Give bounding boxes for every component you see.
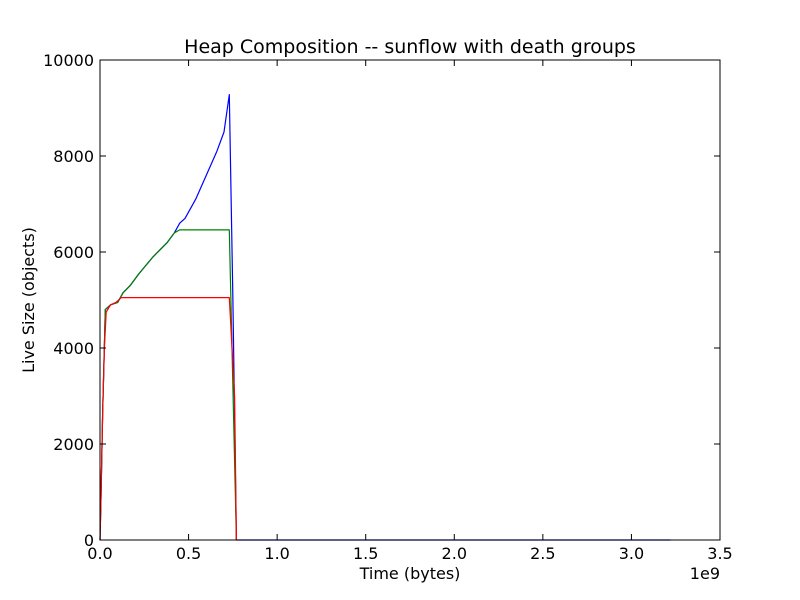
x-tick-label: 1.5 [353, 544, 378, 563]
x-tick-label: 2.0 [442, 544, 467, 563]
y-tick-label: 8000 [53, 147, 94, 166]
x-tick-label: 3.5 [707, 544, 732, 563]
x-tick-label: 0.0 [87, 544, 112, 563]
chart-title: Heap Composition -- sunflow with death g… [184, 36, 636, 58]
x-tick-label: 3.0 [619, 544, 644, 563]
series-line-2 [99, 229, 237, 541]
tick-layer: 0.0 0.5 1.0 1.5 2.0 2.5 3.0 3.5 0 2000 4000 6000 800… [43, 51, 733, 563]
plot-frame [99, 59, 721, 541]
x-offset-label: 1e9 [690, 564, 720, 583]
y-tick-label: 6000 [53, 243, 94, 262]
x-tick-label: 2.5 [530, 544, 555, 563]
y-tick-label: 0 [84, 531, 94, 550]
y-tick-label: 2000 [53, 435, 94, 454]
series-layer [99, 93, 671, 541]
y-tick-label: 10000 [43, 51, 94, 70]
y-axis-label: Live Size (objects) [19, 227, 38, 373]
x-tick-label: 1.0 [264, 544, 289, 563]
x-tick-label: 0.5 [176, 544, 201, 563]
x-axis-label: Time (bytes) [359, 564, 461, 583]
series-line-3 [99, 297, 237, 541]
y-tick-label: 4000 [53, 339, 94, 358]
plot-area [100, 60, 720, 540]
